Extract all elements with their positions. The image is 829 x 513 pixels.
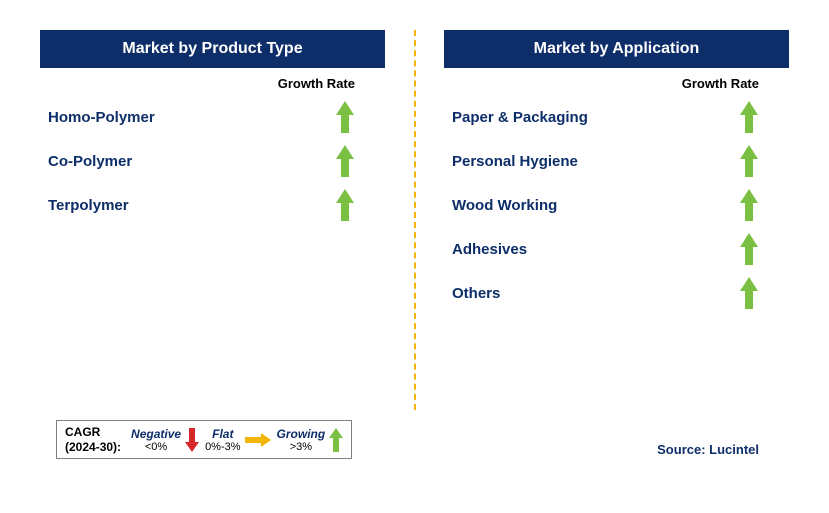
data-row: Paper & Packaging	[444, 95, 789, 139]
data-row: Homo-Polymer	[40, 95, 385, 139]
row-label: Terpolymer	[40, 197, 129, 214]
left-panel-header: Market by Product Type	[40, 30, 385, 68]
row-label: Wood Working	[444, 197, 557, 214]
arrow-cell	[709, 233, 789, 265]
up-arrow-icon	[740, 189, 758, 221]
right-panel: Market by Application Growth Rate Paper …	[444, 30, 789, 315]
source-label: Source: Lucintel	[657, 442, 759, 457]
arrow-cell	[305, 101, 385, 133]
right-panel-header: Market by Application	[444, 30, 789, 68]
legend-item: Negative<0%	[129, 427, 199, 453]
legend-item-label: Negative	[131, 427, 181, 441]
right-growth-label: Growth Rate	[444, 76, 789, 91]
up-arrow-icon	[740, 145, 758, 177]
row-label: Adhesives	[444, 241, 527, 258]
panels-container: Market by Product Type Growth Rate Homo-…	[40, 30, 789, 410]
vertical-divider	[414, 30, 416, 410]
legend-item-text: Negative<0%	[131, 427, 181, 453]
cagr-legend: CAGR (2024-30): Negative<0% Flat0%-3% Grow…	[56, 420, 352, 459]
data-row: Others	[444, 271, 789, 315]
legend-item-label: Flat	[212, 427, 233, 441]
up-arrow-icon	[740, 277, 758, 309]
up-arrow-icon	[336, 145, 354, 177]
row-label: Co-Polymer	[40, 153, 132, 170]
arrow-cell	[709, 101, 789, 133]
up-arrow-icon	[336, 101, 354, 133]
legend-items: Negative<0% Flat0%-3% Growing>3%	[129, 427, 343, 453]
legend-item-text: Flat0%-3%	[205, 427, 240, 453]
row-label: Paper & Packaging	[444, 109, 588, 126]
down-arrow-icon	[185, 428, 199, 452]
legend-item: Growing>3%	[275, 427, 344, 453]
left-growth-label: Growth Rate	[40, 76, 385, 91]
legend-title: CAGR (2024-30):	[65, 425, 121, 454]
legend-item-text: Growing>3%	[277, 427, 326, 453]
left-rows-container: Homo-Polymer Co-Polymer Terpolymer	[40, 95, 385, 227]
arrow-cell	[305, 145, 385, 177]
data-row: Personal Hygiene	[444, 139, 789, 183]
data-row: Terpolymer	[40, 183, 385, 227]
legend-item-range: >3%	[290, 441, 312, 453]
up-arrow-icon	[740, 101, 758, 133]
row-label: Homo-Polymer	[40, 109, 155, 126]
up-arrow-icon	[740, 233, 758, 265]
arrow-cell	[305, 189, 385, 221]
row-label: Personal Hygiene	[444, 153, 578, 170]
legend-item-label: Growing	[277, 427, 326, 441]
arrow-cell	[709, 145, 789, 177]
legend-title-line2: (2024-30):	[65, 440, 121, 454]
legend-title-line1: CAGR	[65, 425, 100, 439]
legend-item-range: <0%	[145, 441, 167, 453]
arrow-cell	[709, 277, 789, 309]
data-row: Adhesives	[444, 227, 789, 271]
legend-item: Flat0%-3%	[203, 427, 270, 453]
right-arrow-icon	[245, 433, 271, 447]
left-panel: Market by Product Type Growth Rate Homo-…	[40, 30, 385, 227]
arrow-cell	[709, 189, 789, 221]
row-label: Others	[444, 285, 500, 302]
legend-item-range: 0%-3%	[205, 441, 240, 453]
right-rows-container: Paper & Packaging Personal Hygiene Wood Wo…	[444, 95, 789, 315]
data-row: Wood Working	[444, 183, 789, 227]
up-arrow-icon	[329, 428, 343, 452]
data-row: Co-Polymer	[40, 139, 385, 183]
up-arrow-icon	[336, 189, 354, 221]
